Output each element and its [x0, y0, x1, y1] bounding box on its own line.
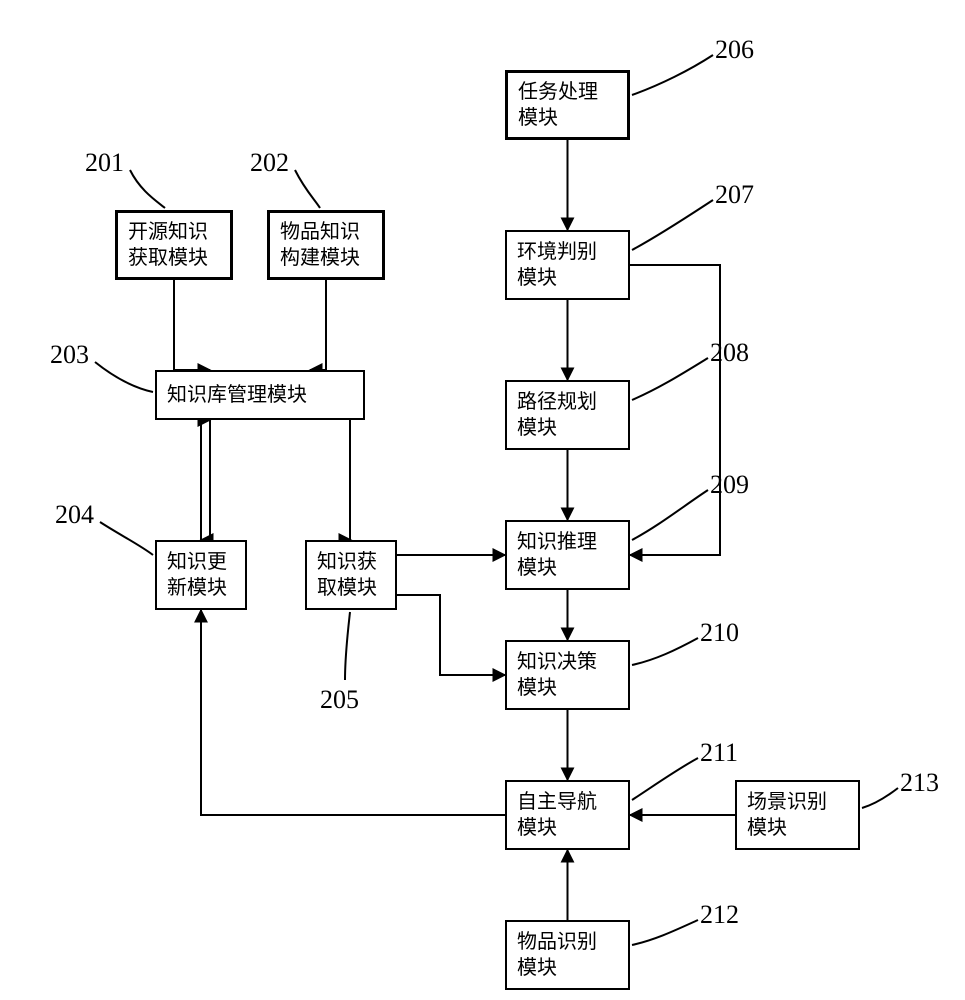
node-205: 知识获 取模块 — [305, 540, 397, 610]
ref-label-212: 212 — [700, 900, 739, 930]
node-209: 知识推理 模块 — [505, 520, 630, 590]
ref-label-201: 201 — [85, 148, 124, 178]
ref-label-208: 208 — [710, 338, 749, 368]
ref-label-210: 210 — [700, 618, 739, 648]
leader-r202 — [295, 170, 320, 208]
node-207: 环境判别 模块 — [505, 230, 630, 300]
leader-r203 — [95, 362, 153, 392]
ref-label-205: 205 — [320, 685, 359, 715]
edge-n203-n205 — [350, 420, 351, 540]
edges-layer — [0, 0, 965, 1000]
edge-n202-n203 — [310, 280, 326, 370]
ref-label-207: 207 — [715, 180, 754, 210]
ref-label-213: 213 — [900, 768, 939, 798]
node-204: 知识更 新模块 — [155, 540, 247, 610]
leader-r204 — [100, 522, 153, 555]
leader-r209 — [632, 490, 708, 540]
node-210: 知识决策 模块 — [505, 640, 630, 710]
ref-label-206: 206 — [715, 35, 754, 65]
ref-label-209: 209 — [710, 470, 749, 500]
ref-label-211: 211 — [700, 738, 738, 768]
node-203: 知识库管理模块 — [155, 370, 365, 420]
diagram-canvas: 开源知识 获取模块物品知识 构建模块知识库管理模块知识更 新模块知识获 取模块 任… — [0, 0, 965, 1000]
edge-n203-n204 — [201, 420, 210, 540]
node-206: 任务处理 模块 — [505, 70, 630, 140]
leader-r210 — [632, 638, 698, 665]
node-201: 开源知识 获取模块 — [115, 210, 233, 280]
node-208: 路径规划 模块 — [505, 380, 630, 450]
node-202: 物品知识 构建模块 — [267, 210, 385, 280]
node-212: 物品识别 模块 — [505, 920, 630, 990]
node-213: 场景识别 模块 — [735, 780, 860, 850]
leader-r208 — [632, 358, 708, 400]
leader-r213 — [862, 788, 898, 808]
leader-r211 — [632, 758, 698, 800]
ref-label-204: 204 — [55, 500, 94, 530]
leader-r206 — [632, 55, 713, 95]
edge-n201-n203 — [174, 280, 210, 370]
edge-n205-n210 — [397, 595, 505, 675]
edge-n204-n203 — [201, 420, 210, 540]
leader-r212 — [632, 920, 698, 945]
node-211: 自主导航 模块 — [505, 780, 630, 850]
ref-label-202: 202 — [250, 148, 289, 178]
leader-r201 — [130, 170, 165, 208]
edge-n207-n209 — [630, 265, 720, 555]
leader-r207 — [632, 200, 713, 250]
ref-label-203: 203 — [50, 340, 89, 370]
leader-r205 — [345, 612, 350, 680]
